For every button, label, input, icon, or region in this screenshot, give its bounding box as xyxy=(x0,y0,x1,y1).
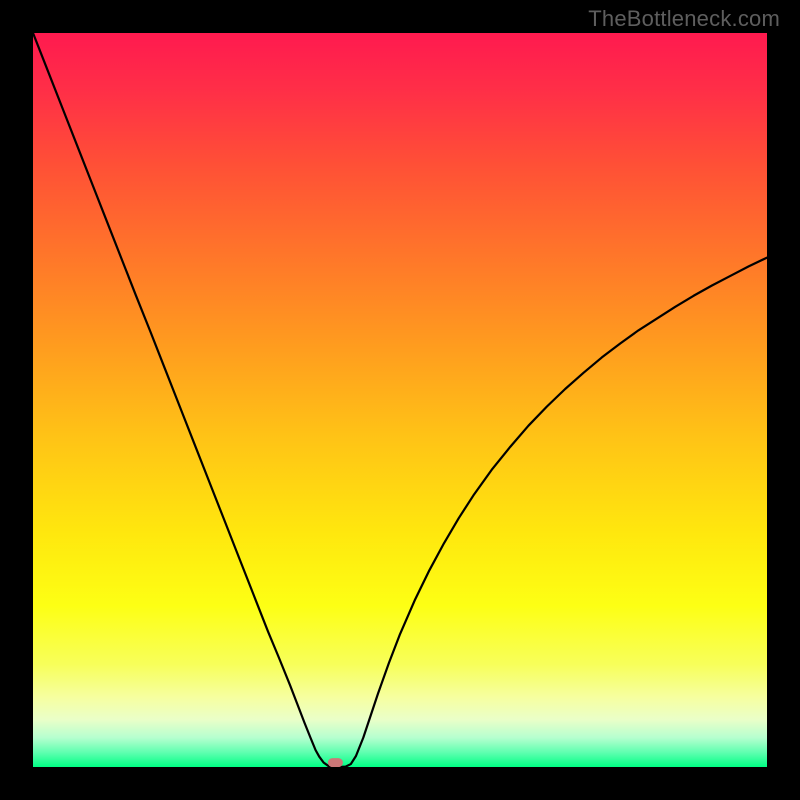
min-marker xyxy=(328,758,343,767)
gradient-background xyxy=(33,33,767,767)
chart-frame: TheBottleneck.com xyxy=(0,0,800,800)
chart-svg xyxy=(33,33,767,767)
watermark-text: TheBottleneck.com xyxy=(588,6,780,32)
plot-area xyxy=(33,33,767,767)
